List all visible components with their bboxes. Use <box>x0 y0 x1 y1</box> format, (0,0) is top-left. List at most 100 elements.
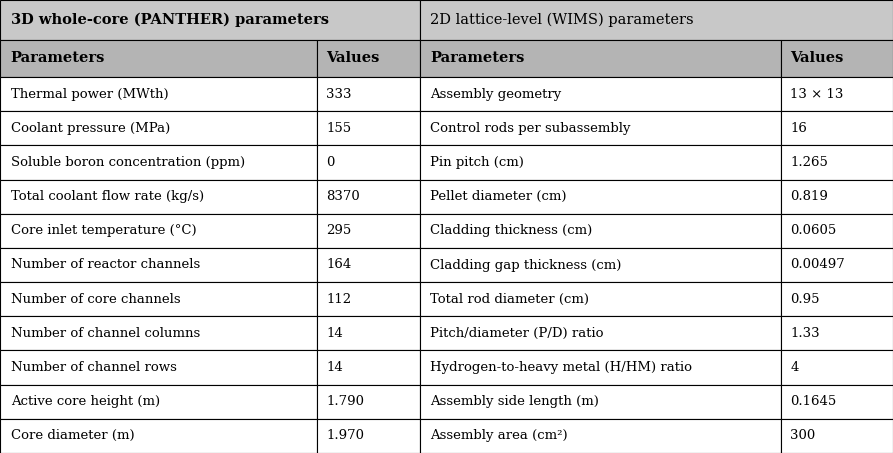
Text: 14: 14 <box>326 361 343 374</box>
Bar <box>0 248 317 282</box>
Text: Total rod diameter (cm): Total rod diameter (cm) <box>430 293 589 306</box>
Text: Assembly side length (m): Assembly side length (m) <box>430 395 599 408</box>
Text: Number of reactor channels: Number of reactor channels <box>11 259 200 271</box>
Text: 112: 112 <box>326 293 351 306</box>
Bar <box>317 419 420 453</box>
Bar <box>0 282 317 316</box>
Bar <box>0 179 317 214</box>
Bar <box>317 145 420 179</box>
Text: 0.00497: 0.00497 <box>790 259 845 271</box>
Text: 0.95: 0.95 <box>790 293 820 306</box>
Text: 164: 164 <box>326 259 351 271</box>
Text: 8370: 8370 <box>326 190 360 203</box>
Bar <box>0 0 420 40</box>
Bar <box>781 282 893 316</box>
Text: Cladding gap thickness (cm): Cladding gap thickness (cm) <box>430 259 622 271</box>
Bar <box>0 351 317 385</box>
Text: 1.790: 1.790 <box>326 395 364 408</box>
Text: Thermal power (MWth): Thermal power (MWth) <box>11 87 169 101</box>
Bar <box>781 214 893 248</box>
Bar <box>781 419 893 453</box>
Bar <box>420 316 781 351</box>
Bar <box>420 248 781 282</box>
Bar <box>317 385 420 419</box>
Text: Parameters: Parameters <box>11 52 105 66</box>
Bar <box>0 419 317 453</box>
Bar <box>0 214 317 248</box>
Bar <box>317 40 420 77</box>
Text: 1.33: 1.33 <box>790 327 820 340</box>
Text: 3D whole-core (PANTHER) parameters: 3D whole-core (PANTHER) parameters <box>11 13 329 27</box>
Text: 1.970: 1.970 <box>326 429 364 443</box>
Text: Values: Values <box>326 52 380 66</box>
Bar <box>317 179 420 214</box>
Bar <box>781 248 893 282</box>
Bar <box>317 282 420 316</box>
Bar <box>420 77 781 111</box>
Bar <box>420 282 781 316</box>
Text: 295: 295 <box>326 224 351 237</box>
Bar <box>420 214 781 248</box>
Text: Hydrogen-to-heavy metal (H/HM) ratio: Hydrogen-to-heavy metal (H/HM) ratio <box>430 361 692 374</box>
Text: Number of channel columns: Number of channel columns <box>11 327 200 340</box>
Text: Assembly area (cm²): Assembly area (cm²) <box>430 429 568 443</box>
Text: 14: 14 <box>326 327 343 340</box>
Bar <box>781 385 893 419</box>
Bar <box>420 419 781 453</box>
Bar <box>0 385 317 419</box>
Text: 13 × 13: 13 × 13 <box>790 87 844 101</box>
Bar <box>420 145 781 179</box>
Bar <box>420 351 781 385</box>
Text: Pellet diameter (cm): Pellet diameter (cm) <box>430 190 567 203</box>
Bar <box>317 214 420 248</box>
Bar <box>317 111 420 145</box>
Text: Soluble boron concentration (ppm): Soluble boron concentration (ppm) <box>11 156 245 169</box>
Text: Number of channel rows: Number of channel rows <box>11 361 177 374</box>
Text: Control rods per subassembly: Control rods per subassembly <box>430 122 631 135</box>
Bar <box>317 316 420 351</box>
Text: 0: 0 <box>326 156 334 169</box>
Text: Coolant pressure (MPa): Coolant pressure (MPa) <box>11 122 170 135</box>
Text: Number of core channels: Number of core channels <box>11 293 180 306</box>
Text: 0.1645: 0.1645 <box>790 395 837 408</box>
Text: Core inlet temperature (°C): Core inlet temperature (°C) <box>11 224 196 237</box>
Bar <box>0 145 317 179</box>
Text: 333: 333 <box>326 87 352 101</box>
Bar <box>0 111 317 145</box>
Bar <box>0 40 317 77</box>
Bar <box>781 316 893 351</box>
Text: Cladding thickness (cm): Cladding thickness (cm) <box>430 224 593 237</box>
Bar <box>781 111 893 145</box>
Text: Core diameter (m): Core diameter (m) <box>11 429 134 443</box>
Bar <box>420 179 781 214</box>
Text: Pitch/diameter (P/D) ratio: Pitch/diameter (P/D) ratio <box>430 327 604 340</box>
Text: 0.0605: 0.0605 <box>790 224 837 237</box>
Bar <box>317 77 420 111</box>
Text: 4: 4 <box>790 361 798 374</box>
Text: 0.819: 0.819 <box>790 190 828 203</box>
Text: Assembly geometry: Assembly geometry <box>430 87 562 101</box>
Text: Total coolant flow rate (kg/s): Total coolant flow rate (kg/s) <box>11 190 204 203</box>
Bar <box>781 40 893 77</box>
Bar <box>420 0 893 40</box>
Bar <box>317 351 420 385</box>
Text: Active core height (m): Active core height (m) <box>11 395 160 408</box>
Bar <box>781 77 893 111</box>
Bar <box>420 385 781 419</box>
Text: 1.265: 1.265 <box>790 156 828 169</box>
Bar <box>0 316 317 351</box>
Bar <box>0 77 317 111</box>
Bar <box>781 179 893 214</box>
Text: Pin pitch (cm): Pin pitch (cm) <box>430 156 524 169</box>
Text: 155: 155 <box>326 122 351 135</box>
Text: Values: Values <box>790 52 844 66</box>
Text: 300: 300 <box>790 429 815 443</box>
Bar <box>781 351 893 385</box>
Bar <box>420 111 781 145</box>
Text: 2D lattice-level (WIMS) parameters: 2D lattice-level (WIMS) parameters <box>430 13 694 27</box>
Bar <box>317 248 420 282</box>
Bar <box>420 40 781 77</box>
Text: Parameters: Parameters <box>430 52 525 66</box>
Bar <box>781 145 893 179</box>
Text: 16: 16 <box>790 122 807 135</box>
